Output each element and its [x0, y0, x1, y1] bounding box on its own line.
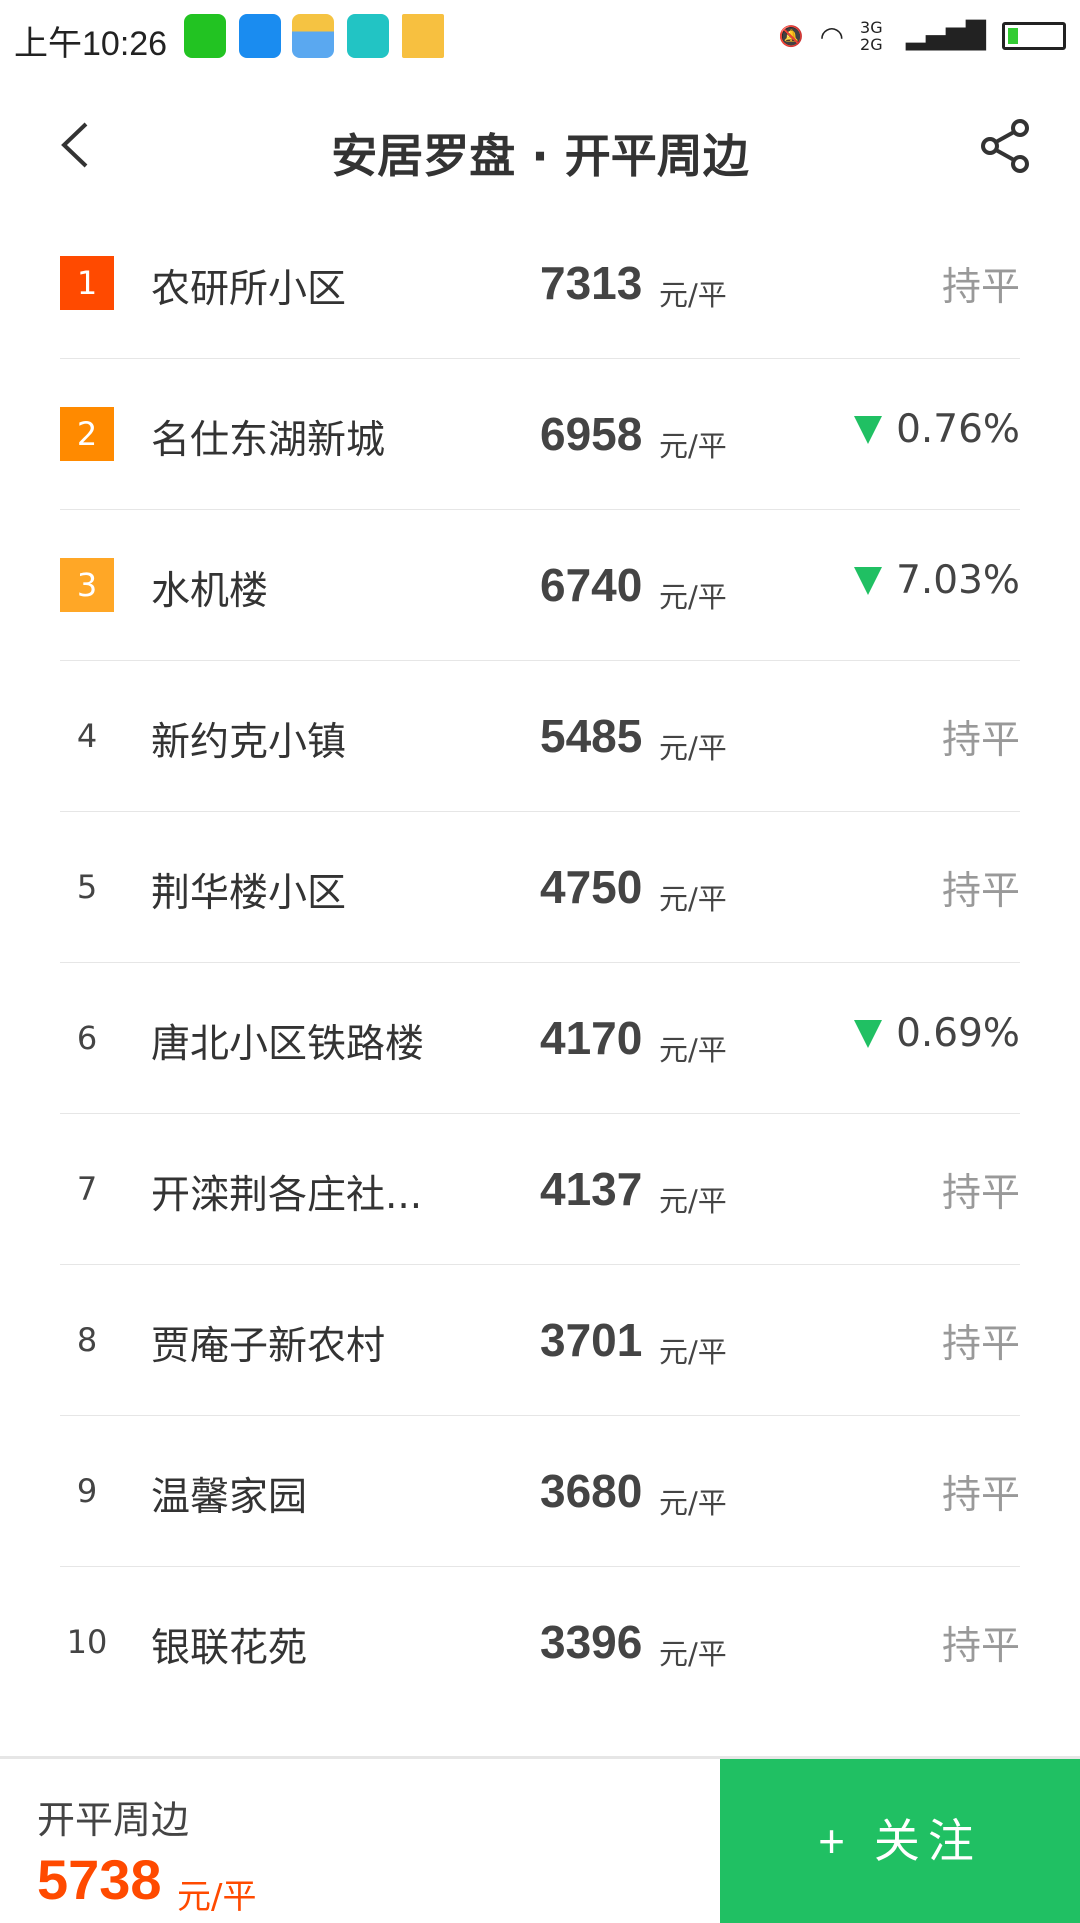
- follow-button[interactable]: + 关注: [720, 1759, 1080, 1923]
- trend: 持平: [942, 709, 1020, 765]
- price-unit: 元/平: [659, 429, 727, 463]
- rank-badge: 10: [66, 1623, 108, 1661]
- rank-badge: 5: [76, 868, 98, 906]
- rank-badge: 4: [76, 717, 98, 755]
- status-bar: 上午10:26 🔕 ◠ 3G 2G ▂▄▆█: [0, 0, 1080, 75]
- signal-icon: ▂▄▆█: [906, 21, 986, 51]
- community-name: 新约克小镇: [151, 720, 347, 765]
- price-unit: 元/平: [659, 731, 727, 765]
- community-name: 荆华楼小区: [151, 871, 347, 916]
- trend: 持平: [942, 1313, 1020, 1369]
- price-unit: 元/平: [659, 1335, 727, 1369]
- bottom-bar: 开平周边 5738 元/平 + 关注: [0, 1756, 1080, 1923]
- wechat-icon: [184, 14, 226, 58]
- community-name: 温馨家园: [151, 1475, 308, 1520]
- share-icon[interactable]: [978, 118, 1032, 174]
- price: 5485: [540, 710, 643, 762]
- list-item[interactable]: 1 农研所小区 7313 元/平 持平: [60, 208, 1020, 359]
- scan-icon: [347, 14, 389, 58]
- price: 3680: [540, 1465, 643, 1517]
- trend: 0.69%: [854, 1011, 1020, 1056]
- list-item[interactable]: 9 温馨家园 3680 元/平 持平: [60, 1416, 1020, 1567]
- folder-icon: [402, 14, 444, 58]
- list-item[interactable]: 8 贾庵子新农村 3701 元/平 持平: [60, 1265, 1020, 1416]
- list-item[interactable]: 2 名仕东湖新城 6958 元/平 0.76%: [60, 359, 1020, 510]
- trend-value: 0.69%: [896, 1011, 1020, 1056]
- price-unit: 元/平: [659, 1637, 727, 1671]
- area-average-price: 5738: [37, 1848, 162, 1911]
- mute-icon: 🔕: [778, 24, 804, 48]
- community-name: 水机楼: [151, 569, 269, 614]
- community-name: 农研所小区: [151, 267, 347, 312]
- rank-badge: 8: [76, 1321, 98, 1359]
- trend: 持平: [942, 860, 1020, 916]
- price: 4750: [540, 861, 643, 913]
- down-arrow-icon: [854, 415, 883, 444]
- price-unit: 元/平: [659, 278, 727, 312]
- rank-badge: 3: [60, 558, 114, 612]
- price-unit: 元/平: [659, 580, 727, 614]
- weather-icon: [292, 14, 334, 58]
- trend: 0.76%: [854, 407, 1020, 452]
- header: 安居罗盘 · 开平周边: [0, 90, 1080, 200]
- network-type: 3G 2G: [860, 18, 883, 54]
- ranking-list: 1 农研所小区 7313 元/平 持平 2 名仕东湖新城 6958 元/平 0.7…: [60, 208, 1020, 1718]
- price: 4137: [540, 1163, 643, 1215]
- trend: 持平: [942, 256, 1020, 312]
- trend-value: 持平: [941, 718, 1020, 763]
- rank-badge: 2: [60, 407, 114, 461]
- status-time: 上午10:26: [14, 25, 168, 63]
- back-icon[interactable]: [56, 120, 96, 170]
- battery-icon: [1002, 22, 1066, 50]
- list-item[interactable]: 5 荆华楼小区 4750 元/平 持平: [60, 812, 1020, 963]
- trend-value: 0.76%: [896, 407, 1020, 452]
- trend-value: 持平: [941, 1624, 1020, 1669]
- price: 7313: [540, 257, 643, 309]
- community-name: 贾庵子新农村: [151, 1324, 386, 1369]
- rank-badge: 7: [76, 1170, 98, 1208]
- community-name: 银联花苑: [151, 1626, 308, 1671]
- price-unit: 元/平: [659, 1486, 727, 1520]
- area-price-unit: 元/平: [177, 1877, 257, 1917]
- trend-value: 持平: [941, 1473, 1020, 1518]
- list-item[interactable]: 7 开滦荆各庄社... 4137 元/平 持平: [60, 1114, 1020, 1265]
- trend: 持平: [942, 1615, 1020, 1671]
- area-name: 开平周边: [37, 1798, 190, 1842]
- list-item[interactable]: 6 唐北小区铁路楼 4170 元/平 0.69%: [60, 963, 1020, 1114]
- trend-value: 持平: [941, 1322, 1020, 1367]
- trend-value: 7.03%: [896, 558, 1020, 603]
- price-unit: 元/平: [659, 882, 727, 916]
- trend: 持平: [942, 1464, 1020, 1520]
- wifi-icon: ◠: [819, 19, 845, 53]
- rank-badge: 9: [76, 1472, 98, 1510]
- rank-badge: 6: [76, 1019, 98, 1057]
- price: 6740: [540, 559, 643, 611]
- rank-badge: 1: [60, 256, 114, 310]
- list-item[interactable]: 4 新约克小镇 5485 元/平 持平: [60, 661, 1020, 812]
- trend: 7.03%: [854, 558, 1020, 603]
- down-arrow-icon: [854, 1019, 883, 1048]
- price: 4170: [540, 1012, 643, 1064]
- price: 6958: [540, 408, 643, 460]
- price-unit: 元/平: [659, 1033, 727, 1067]
- trend: 持平: [942, 1162, 1020, 1218]
- list-item[interactable]: 10 银联花苑 3396 元/平 持平: [60, 1567, 1020, 1718]
- trend-value: 持平: [941, 1171, 1020, 1216]
- list-item[interactable]: 3 水机楼 6740 元/平 7.03%: [60, 510, 1020, 661]
- price-unit: 元/平: [659, 1184, 727, 1218]
- community-name: 唐北小区铁路楼: [151, 1022, 425, 1067]
- message-icon: [239, 14, 281, 58]
- community-name: 开滦荆各庄社...: [151, 1173, 423, 1218]
- price: 3701: [540, 1314, 643, 1366]
- community-name: 名仕东湖新城: [151, 418, 386, 463]
- price: 3396: [540, 1616, 643, 1668]
- trend-value: 持平: [941, 265, 1020, 310]
- down-arrow-icon: [854, 566, 883, 595]
- trend-value: 持平: [941, 869, 1020, 914]
- page-title: 安居罗盘 · 开平周边: [331, 129, 749, 183]
